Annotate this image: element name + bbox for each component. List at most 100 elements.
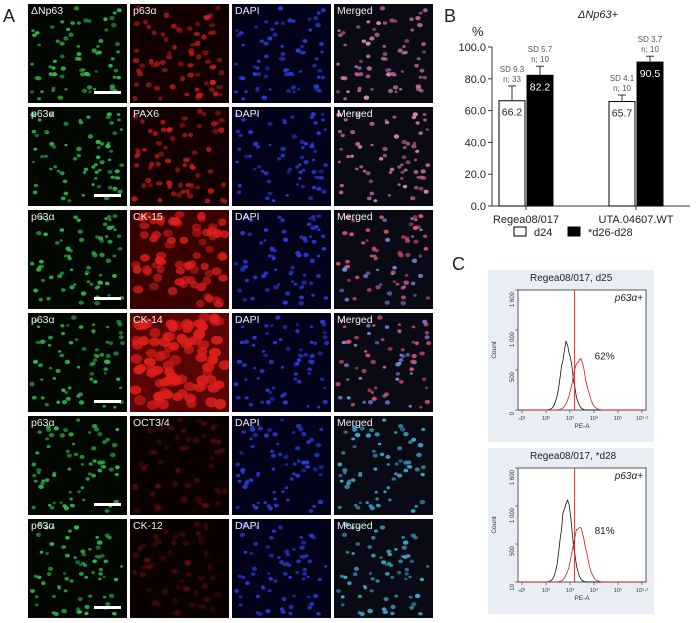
x-tick-label: ₙ0¹ [518, 588, 525, 594]
value-label: 66.2 [502, 107, 523, 119]
channel-label: DAPI [235, 417, 260, 429]
flow-title: Regea08/017, d25 [530, 273, 613, 284]
y-tick-label: 60.0 [465, 106, 486, 118]
plot-area [517, 467, 647, 583]
micrograph-merged-row3: Merged [334, 210, 433, 309]
gate-label: p63α+ [614, 293, 643, 304]
sd-annotation: SD 3.7 [638, 35, 663, 44]
x-tick-label: 10⁵·² [636, 587, 648, 594]
channel-label: Merged [337, 108, 373, 120]
sd-annotation: n; 10 [531, 55, 549, 64]
sample-histogram [518, 357, 646, 411]
micrograph-ck-15-row3: CK-15 [130, 210, 229, 309]
value-label: 90.5 [640, 68, 661, 80]
y-tick-label: 20.0 [465, 169, 486, 181]
y-tick-label: 1 600 [510, 469, 516, 485]
sd-annotation: n; 33 [503, 75, 521, 84]
micrograph-dapi-row6: DAPI [232, 519, 331, 618]
micrograph-oct3-4-row5: OCT3/4 [130, 416, 229, 515]
flow-panel-2: Regea08/017, *d28 10 500 1 000 1 600 Count ₙ0¹… [488, 448, 654, 614]
channel-label: CK-14 [133, 314, 163, 326]
x-tick-label: 10⁴ [590, 587, 599, 594]
x-tick-label: 10³ [566, 416, 574, 422]
sample-histogram [518, 527, 646, 583]
micrograph-dapi-row1: DAPI [232, 4, 331, 103]
channel-label: ΔNp63 [31, 5, 64, 17]
micrograph-p63--row3: p63α [28, 210, 127, 309]
channel-label: DAPI [235, 211, 260, 223]
channel-label: DAPI [235, 314, 260, 326]
bar--d26-d28 [636, 61, 664, 207]
chart-title: ΔNp63+ [577, 9, 619, 21]
value-label-box [611, 105, 633, 120]
channel-label: OCT3/4 [133, 417, 170, 429]
micrograph-merged-row6: Merged [334, 519, 433, 618]
micrograph-merged-row4: Merged [334, 313, 433, 412]
gate-percent: 81% [595, 526, 615, 537]
y-axis-label: % [472, 24, 484, 39]
channel-label: CK-15 [133, 211, 163, 223]
sd-annotation: n; 10 [613, 84, 631, 93]
micrograph--np63-row1: ΔNp63 [28, 4, 127, 103]
x-tick-label: 10² [542, 416, 550, 422]
micrograph-p63--row1: p63α [130, 4, 229, 103]
x-axis-label: PE-A [574, 423, 590, 430]
flow-title: Regea08/017, *d28 [530, 451, 617, 462]
micrograph-pax6-row2: PAX6 [130, 107, 229, 206]
histogram: 10 500 1 000 1 600 Count ₙ0¹ 10² 10³ 10⁴ 10⁵ 10⁵·²… [491, 467, 648, 602]
y-axis-label: Count [491, 516, 498, 534]
channel-label: p63α [31, 520, 55, 532]
channel-label: Merged [337, 314, 373, 326]
x-tick-label: 10⁵·² [636, 415, 648, 422]
micrograph-merged-row2: Merged [334, 107, 433, 206]
scale-bar [94, 606, 121, 609]
x-axis-label: PE-A [574, 595, 590, 602]
micrograph-merged-row5: Merged [334, 416, 433, 515]
sd-annotation: n; 10 [641, 45, 659, 54]
scale-bar [94, 297, 121, 300]
panel-letter-c: C [452, 254, 465, 274]
channel-label: p63α [31, 211, 55, 223]
gate-label: p63α+ [614, 471, 643, 482]
y-tick-label: 10 [510, 583, 516, 590]
channel-label: DAPI [235, 520, 260, 532]
channel-label: Merged [337, 211, 373, 223]
x-tick-label: 10⁵ [614, 415, 622, 422]
scale-bar [94, 503, 121, 506]
legend-swatch [513, 226, 527, 237]
channel-label: CK-12 [133, 520, 163, 532]
micrograph-ck-12-row6: CK-12 [130, 519, 229, 618]
channel-label: Merged [337, 5, 373, 17]
micrograph-p63--row5: p63α [28, 416, 127, 515]
channel-label: p63α [133, 5, 157, 17]
y-tick-label: 0 [510, 411, 516, 415]
scale-bar [94, 194, 121, 197]
bar-chart: ΔNp63+% 0.0 20.0 40.0 60.0 80.0 100.0 Regea08/0… [458, 9, 690, 239]
y-tick-label: 500 [510, 545, 516, 556]
micrograph-dapi-row4: DAPI [232, 313, 331, 412]
scale-bar [94, 91, 121, 94]
micrograph-dapi-row3: DAPI [232, 210, 331, 309]
gate-percent: 62% [595, 352, 615, 363]
value-label: 65.7 [612, 108, 633, 120]
micrograph-p63--row2: p63α [28, 107, 127, 206]
value-label-box [529, 79, 551, 94]
x-tick-label: ₙ0¹ [518, 416, 525, 422]
value-label-box [501, 104, 523, 119]
sd-annotation: SD 4.1 [610, 74, 635, 83]
x-tick-label: Regea08/017 [493, 214, 559, 226]
channel-label: p63α [31, 314, 55, 326]
y-tick-label: 1 000 [510, 331, 516, 347]
legend-label: d24 [534, 227, 552, 239]
value-label-box [639, 66, 661, 81]
micrograph-dapi-row2: DAPI [232, 107, 331, 206]
micrograph-ck-14-row4: CK-14 [130, 313, 229, 412]
y-tick-label: 80.0 [465, 74, 486, 86]
micrograph-p63--row6: p63α [28, 519, 127, 618]
legend-label: *d26-d28 [588, 227, 633, 239]
plot-area [517, 289, 647, 411]
x-tick-label: 10⁴ [590, 415, 599, 422]
channel-label: p63α [31, 417, 55, 429]
micrograph-dapi-row5: DAPI [232, 416, 331, 515]
legend-swatch [567, 226, 581, 237]
